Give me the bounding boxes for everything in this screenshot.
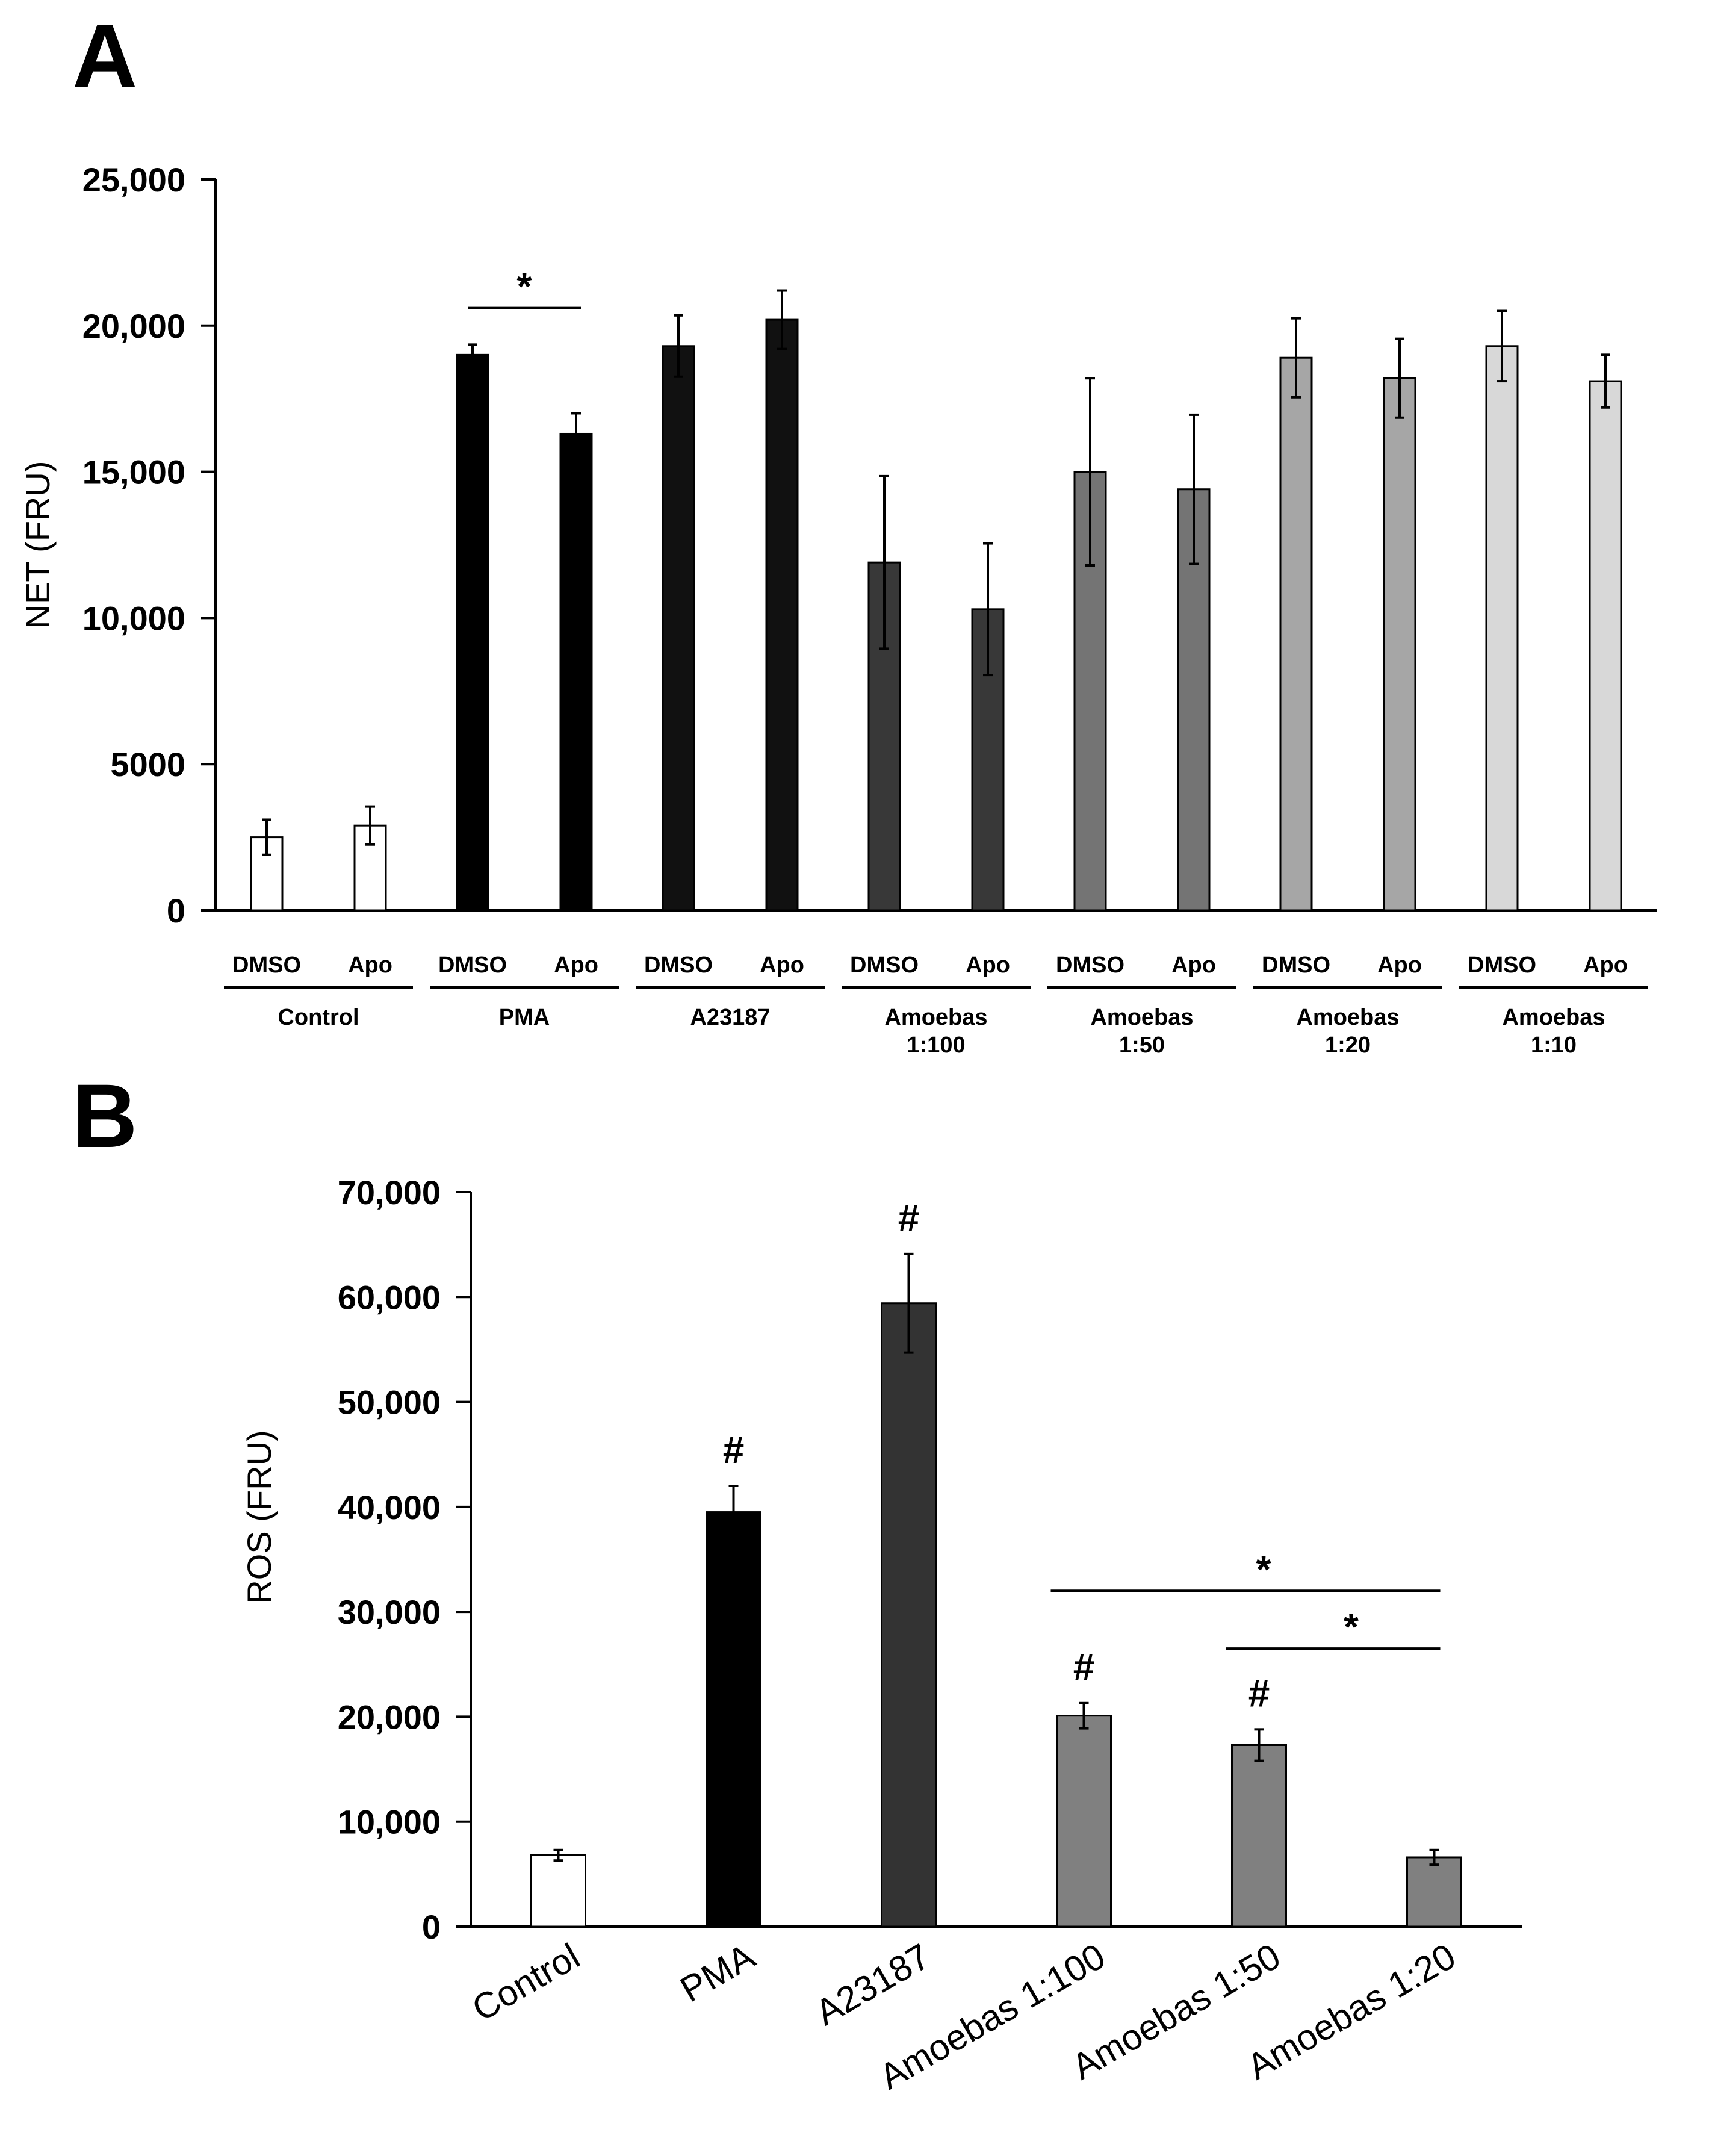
significance-hash: # xyxy=(1248,1671,1270,1715)
group-label: Amoebas xyxy=(1090,1005,1193,1030)
sub-label: DMSO xyxy=(232,952,301,978)
y-tick-label: 40,000 xyxy=(338,1488,441,1526)
sub-label: Apo xyxy=(1171,952,1216,978)
category-label: A23187 xyxy=(808,1936,937,2033)
sub-label: Apo xyxy=(760,952,804,978)
bar xyxy=(1406,1856,1462,1928)
significance-hash: # xyxy=(1073,1645,1095,1689)
bar xyxy=(456,353,489,912)
bar xyxy=(1383,377,1416,912)
bar xyxy=(881,1302,937,1928)
panel-b-letter: B xyxy=(72,1065,137,1166)
significance-hash: # xyxy=(898,1196,920,1240)
y-tick-label: 0 xyxy=(167,892,185,930)
bar xyxy=(530,1854,586,1928)
sub-label: DMSO xyxy=(850,952,919,978)
panel-b-ylabel: ROS (FRU) xyxy=(240,1430,278,1604)
panel-b-chart: 0 10,000 20,000 30,000 40,000 50,000 60,000 70,… xyxy=(338,1173,1522,2097)
group-label: Control xyxy=(278,1005,359,1030)
y-tick-label: 0 xyxy=(422,1908,441,1946)
sub-label: DMSO xyxy=(1468,952,1536,978)
sub-label: DMSO xyxy=(644,952,713,978)
group-label: Amoebas xyxy=(1296,1005,1399,1030)
sub-label: Apo xyxy=(1377,952,1422,978)
group-label: 1:100 xyxy=(907,1033,965,1058)
sub-label: DMSO xyxy=(438,952,507,978)
bar xyxy=(1589,380,1622,912)
bar xyxy=(1056,1715,1112,1928)
significance-star: * xyxy=(517,265,532,308)
bar xyxy=(706,1511,761,1928)
group-label: 1:50 xyxy=(1119,1033,1165,1058)
sub-label: Apo xyxy=(966,952,1010,978)
y-tick-label: 10,000 xyxy=(338,1803,441,1841)
sub-label: DMSO xyxy=(1262,952,1330,978)
significance-hash: # xyxy=(723,1428,745,1471)
group-label: PMA xyxy=(499,1005,550,1030)
panel-a-chart: 0 5000 10,000 15,000 20,000 25,000 DMSO Apo Cont… xyxy=(82,161,1657,1058)
group-label: 1:20 xyxy=(1325,1033,1371,1058)
group-label: A23187 xyxy=(690,1005,770,1030)
y-tick-label: 25,000 xyxy=(82,161,185,199)
bar xyxy=(765,318,799,912)
bar xyxy=(662,345,695,912)
bar xyxy=(1485,345,1519,912)
y-tick-label: 15,000 xyxy=(82,453,185,491)
significance-star: * xyxy=(1344,1605,1359,1648)
y-tick-label: 20,000 xyxy=(338,1698,441,1736)
panel-a-letter: A xyxy=(72,5,137,107)
sub-label: DMSO xyxy=(1056,952,1124,978)
category-label: Control xyxy=(465,1936,586,2029)
bar xyxy=(1279,356,1313,912)
sub-label: Apo xyxy=(554,952,598,978)
bar xyxy=(559,432,593,912)
y-tick-label: 60,000 xyxy=(338,1278,441,1316)
group-label: Amoebas xyxy=(884,1005,987,1030)
y-tick-label: 50,000 xyxy=(338,1384,441,1421)
sub-label: Apo xyxy=(1583,952,1628,978)
y-tick-label: 20,000 xyxy=(82,307,185,345)
y-tick-label: 5000 xyxy=(110,745,185,783)
category-label: PMA xyxy=(674,1936,761,2010)
group-label: 1:10 xyxy=(1531,1033,1577,1058)
sub-label: Apo xyxy=(348,952,392,978)
significance-star: * xyxy=(1256,1547,1271,1591)
group-label: Amoebas xyxy=(1502,1005,1605,1030)
y-tick-label: 10,000 xyxy=(82,599,185,637)
panel-a-ylabel: NET (FRU) xyxy=(19,461,57,629)
y-tick-label: 30,000 xyxy=(338,1593,441,1631)
y-tick-label: 70,000 xyxy=(338,1173,441,1211)
bar xyxy=(1231,1744,1287,1928)
